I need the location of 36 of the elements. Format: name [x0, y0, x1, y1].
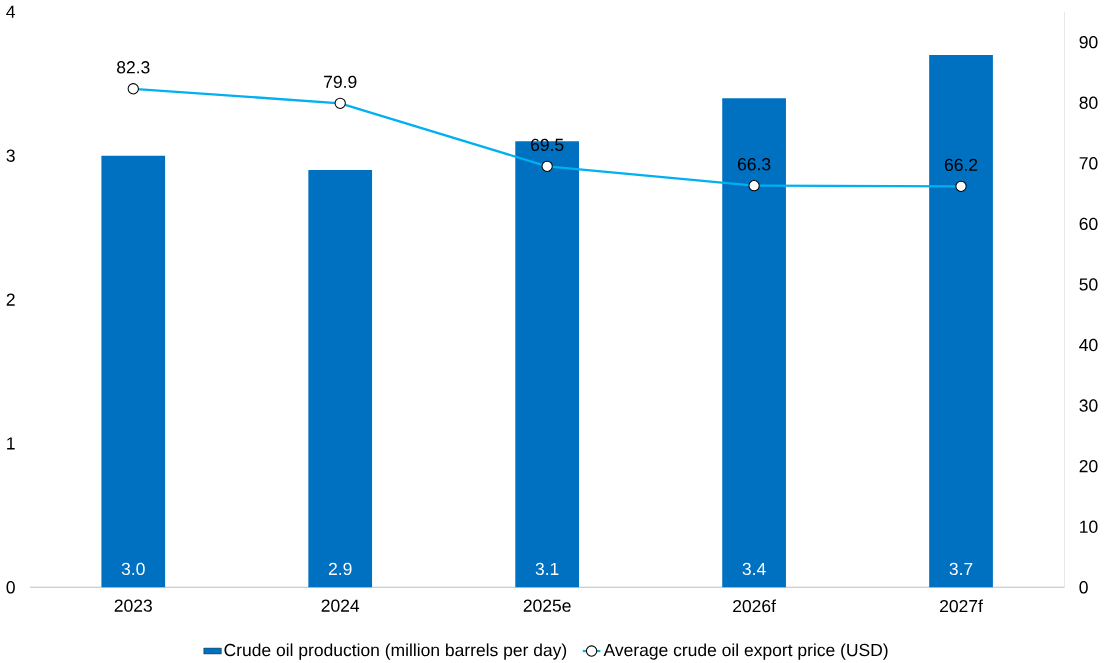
data-label: 3.7: [949, 562, 973, 576]
y2-tick-label: 30: [1079, 399, 1098, 412]
data-label: 66.3: [737, 158, 771, 171]
y2-tick-label: 50: [1079, 278, 1098, 291]
bar: [308, 170, 373, 588]
y-tick-label: 2: [6, 293, 15, 306]
y2-tick-label: 90: [1079, 36, 1098, 49]
data-label: 79.9: [324, 75, 357, 89]
y2-tick-label: 40: [1079, 338, 1098, 352]
data-label: 66.2: [944, 158, 978, 172]
bar: [101, 155, 166, 588]
data-label: 69.5: [531, 138, 564, 152]
legend-label: Crude oil production (million barrels per day): [224, 643, 567, 660]
legend-label: Average crude oil export price (USD): [603, 643, 888, 660]
y-tick-label: 4: [6, 5, 16, 18]
data-label: 3.0: [121, 562, 145, 576]
y-tick-label: 1: [7, 437, 15, 450]
x-tick-label: 2025e: [523, 599, 571, 612]
x-tick-label: 2027f: [940, 599, 983, 613]
data-label: 82.3: [117, 61, 150, 74]
bar: [929, 55, 993, 588]
y2-tick-label: 0: [1079, 581, 1088, 594]
data-label: 3.1: [535, 562, 559, 576]
y-tick-label: 0: [6, 581, 15, 594]
x-tick-label: 2024: [321, 599, 360, 612]
data-label: 3.4: [742, 562, 766, 576]
y-tick-label: 3: [6, 149, 15, 162]
x-tick-label: 2026f: [733, 599, 776, 613]
y2-tick-label: 20: [1079, 460, 1098, 473]
y2-tick-label: 60: [1079, 217, 1098, 231]
y2-tick-label: 70: [1079, 157, 1098, 170]
y2-tick-label: 10: [1080, 520, 1098, 533]
x-tick-label: 2023: [114, 599, 152, 612]
data-label: 2.9: [328, 562, 352, 576]
y2-tick-label: 80: [1079, 96, 1098, 109]
bar: [722, 98, 786, 588]
